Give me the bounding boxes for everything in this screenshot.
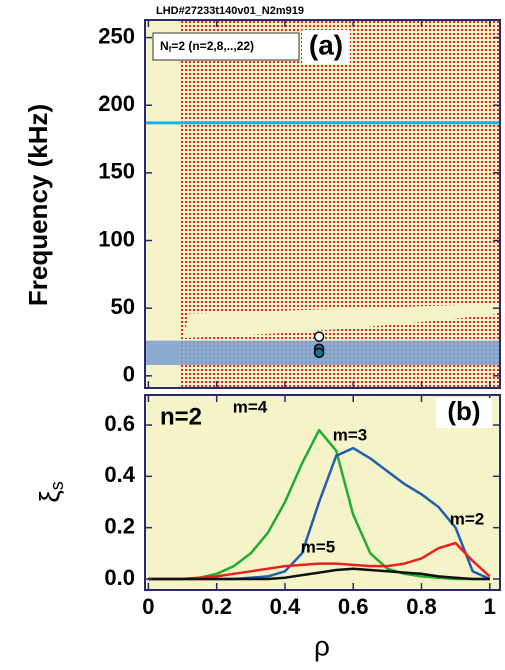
y-tick-label: 50 <box>111 294 135 319</box>
y-label-sub: s <box>47 481 67 490</box>
y-tick-label: 0 <box>123 362 135 387</box>
series-label: m=3 <box>333 425 368 444</box>
series-label: m=5 <box>301 537 336 556</box>
y-label-main: ξ <box>34 490 65 503</box>
frame <box>144 394 501 591</box>
y-tick-label: 0.0 <box>104 565 135 590</box>
x-tick-label: 0.2 <box>201 594 232 619</box>
y-axis-label: ξs <box>34 481 66 503</box>
legend-n: N <box>160 39 169 53</box>
y-tick-label: 150 <box>98 159 135 184</box>
y-tick-label: 0.4 <box>104 462 135 487</box>
series-label: m=2 <box>450 509 485 528</box>
annotation: n=2 <box>160 403 202 430</box>
y-tick-label: 200 <box>98 91 135 116</box>
x-tick-label: 0 <box>142 594 154 619</box>
x-tick-label: 1 <box>484 594 496 619</box>
x-axis-label: ρ <box>314 630 330 661</box>
x-tick-label: 0.8 <box>406 594 437 619</box>
curve <box>148 541 491 581</box>
y-axis-label: Frequency (kHz) <box>23 104 53 306</box>
panel-label-box <box>436 398 492 428</box>
curve <box>148 567 490 581</box>
y-tick-label: 250 <box>98 23 135 48</box>
x-tick-label: 0.4 <box>270 594 301 619</box>
marker <box>313 331 325 342</box>
y-tick-label: 100 <box>98 226 135 251</box>
x-tick-label: 0.6 <box>338 594 369 619</box>
panel-label: (b) <box>447 396 480 426</box>
continuum-gap <box>182 303 500 339</box>
legend-rest: =2 (n=2,8,..,22) <box>171 39 254 53</box>
legend-text: Nf=2 (n=2,8,..,22) <box>160 39 254 54</box>
legend-sub: f <box>169 45 172 54</box>
y-tick-label: 0.6 <box>104 411 135 436</box>
series-label: m=4 <box>233 397 268 416</box>
panel-a <box>145 20 500 388</box>
y-tick-label: 0.2 <box>104 513 135 538</box>
panel-label-box <box>302 30 350 64</box>
legend-box <box>152 32 300 61</box>
title: LHD#27233t140v01_N2m919 <box>156 5 304 17</box>
frame <box>144 19 501 389</box>
panel-label: (a) <box>309 29 343 60</box>
marker <box>313 347 325 359</box>
frames: 0 50 100 150 200 250 Nf=2 (n=2,8,..,22) (a) m=4 m… <box>98 19 501 619</box>
